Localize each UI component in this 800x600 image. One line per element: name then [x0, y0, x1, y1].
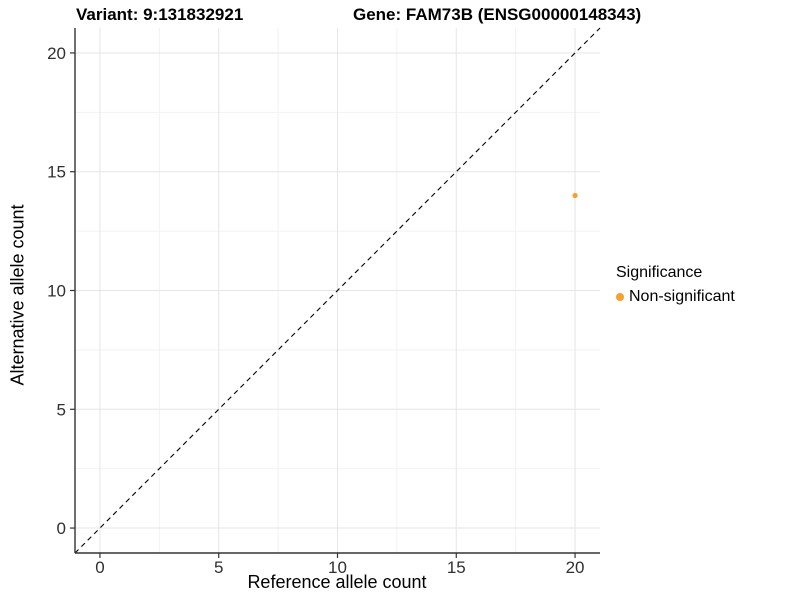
x-tick-label: 20 — [566, 558, 585, 577]
plot-title-gene: Gene: FAM73B (ENSG00000148343) — [353, 5, 642, 24]
y-axis-title: Alternative allele count — [7, 204, 28, 386]
y-tick-label: 5 — [57, 400, 66, 419]
y-tick-label: 15 — [47, 163, 66, 182]
legend-entry: Non-significant — [616, 288, 735, 306]
y-tick-label: 20 — [47, 44, 66, 63]
x-tick-label: 15 — [447, 558, 466, 577]
plot-title-variant: Variant: 9:131832921 — [76, 5, 244, 24]
legend-title: Significance — [616, 264, 703, 281]
legend: Significance Non-significant — [616, 264, 735, 306]
x-tick-label: 5 — [214, 558, 223, 577]
y-tick-label: 10 — [47, 282, 66, 301]
identity-dashed-line — [74, 27, 601, 554]
y-tick-label: 0 — [57, 519, 66, 538]
x-tick-label: 0 — [95, 558, 104, 577]
x-tick-label: 10 — [328, 558, 347, 577]
x-axis-title: Reference allele count — [247, 572, 427, 592]
legend-entry-label: Non-significant — [629, 288, 735, 305]
data-point — [572, 192, 578, 199]
legend-marker-circle-icon — [616, 293, 624, 301]
